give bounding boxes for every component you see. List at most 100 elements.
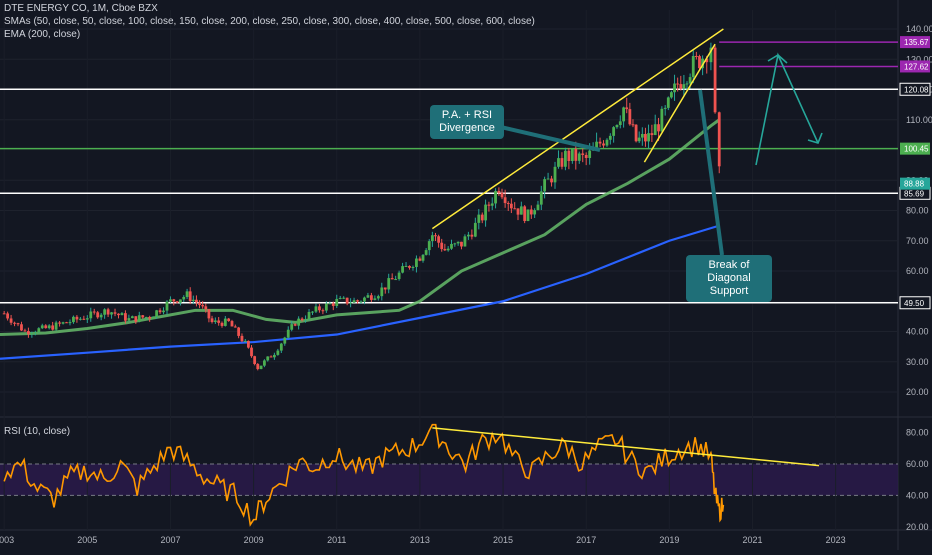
candle-body xyxy=(259,365,263,370)
candle-body xyxy=(155,310,158,317)
candle-body xyxy=(6,313,10,319)
candle-body xyxy=(331,303,335,306)
candle-body xyxy=(424,250,428,255)
candle-body xyxy=(453,243,457,245)
candle-body xyxy=(529,209,533,215)
candle-body xyxy=(688,77,692,84)
time-tick-label: 2015 xyxy=(493,535,513,545)
level-tag-label: 135.67 xyxy=(904,38,929,47)
level-tag-label: 127.62 xyxy=(904,62,929,71)
candle-body xyxy=(608,135,612,140)
level-tag xyxy=(899,296,931,310)
candle-body xyxy=(68,322,72,324)
callout-divergence-text: P.A. + RSI Divergence xyxy=(439,109,495,134)
candle-body xyxy=(673,83,676,93)
candle-body xyxy=(338,297,342,299)
candle-body xyxy=(54,322,58,330)
rsi-trendline xyxy=(432,427,820,467)
candle-body xyxy=(124,313,127,321)
candle-body xyxy=(691,55,695,78)
candle-body xyxy=(560,158,564,167)
price-tick-label: 20.00 xyxy=(906,387,929,397)
rsi-tick-label: 20.00 xyxy=(906,522,929,532)
candle-body xyxy=(644,133,647,142)
candle-body xyxy=(217,320,221,323)
candle-body xyxy=(467,234,470,237)
candle-body xyxy=(418,258,422,261)
rsi-tick-label: 80.00 xyxy=(906,428,929,438)
candle-body xyxy=(480,214,484,221)
candle-body xyxy=(198,302,201,306)
candle-body xyxy=(634,124,638,142)
candle-body xyxy=(13,322,16,324)
candle-body xyxy=(85,318,89,320)
candle-body xyxy=(335,298,339,306)
candle-body xyxy=(37,328,41,333)
candle-body xyxy=(366,295,370,298)
candle-body xyxy=(223,318,227,326)
candle-body xyxy=(523,206,527,222)
candle-body xyxy=(23,330,27,332)
candle-body xyxy=(110,312,113,315)
candle-body xyxy=(272,354,276,358)
candle-body xyxy=(304,319,307,321)
ema-200-line xyxy=(0,224,720,360)
candle-body xyxy=(490,203,494,206)
candles-group xyxy=(2,42,721,371)
candle-body xyxy=(369,295,373,300)
candle-body xyxy=(44,325,48,329)
candle-body xyxy=(297,318,301,326)
candle-body xyxy=(148,316,152,319)
candle-body xyxy=(577,153,581,161)
candle-body xyxy=(598,141,602,144)
candle-body xyxy=(376,296,380,299)
candle-body xyxy=(557,158,560,167)
candle-body xyxy=(30,333,34,335)
candle-body xyxy=(513,208,517,210)
candle-body xyxy=(96,312,100,318)
callout-break-support-text: Break of Diagonal Support xyxy=(707,259,751,297)
level-tag xyxy=(900,36,930,49)
candle-body xyxy=(213,320,217,322)
candle-body xyxy=(698,56,701,69)
candle-body xyxy=(437,236,441,243)
rsi-line xyxy=(3,423,725,527)
candle-body xyxy=(581,153,585,155)
candle-body xyxy=(321,310,325,312)
candle-body xyxy=(127,318,131,321)
candle-body xyxy=(526,209,530,222)
candle-body xyxy=(276,350,280,355)
price-tick-label: 130.00 xyxy=(906,54,932,64)
callout-divergence-pointer xyxy=(491,123,601,152)
candle-body xyxy=(536,204,540,211)
candle-body xyxy=(169,299,172,302)
candle-body xyxy=(682,84,686,89)
price-tick-label: 30.00 xyxy=(906,357,929,367)
candle-body xyxy=(151,316,155,319)
candle-body xyxy=(40,325,44,329)
candle-body xyxy=(705,58,709,63)
candle-body xyxy=(328,303,332,305)
candle-body xyxy=(415,258,418,267)
candle-body xyxy=(401,266,404,273)
candle-body xyxy=(383,287,387,290)
candle-body xyxy=(113,312,117,314)
candle-body xyxy=(314,306,318,312)
candle-body xyxy=(82,318,86,320)
candle-body xyxy=(612,127,616,136)
candle-body xyxy=(158,310,162,313)
candle-body xyxy=(694,55,698,57)
candle-body xyxy=(117,313,120,316)
candle-body xyxy=(500,192,504,198)
candle-body xyxy=(380,287,384,297)
candle-body xyxy=(456,241,460,244)
candle-body xyxy=(539,191,543,205)
candle-body xyxy=(622,107,626,122)
sma-legend: SMAs (50, close, 50, close, 100, close, … xyxy=(4,16,535,27)
candle-body xyxy=(484,204,487,221)
candle-body xyxy=(65,322,68,324)
candle-body xyxy=(717,112,721,167)
candle-body xyxy=(263,360,266,366)
candle-body xyxy=(342,297,346,299)
candle-body xyxy=(546,178,550,180)
